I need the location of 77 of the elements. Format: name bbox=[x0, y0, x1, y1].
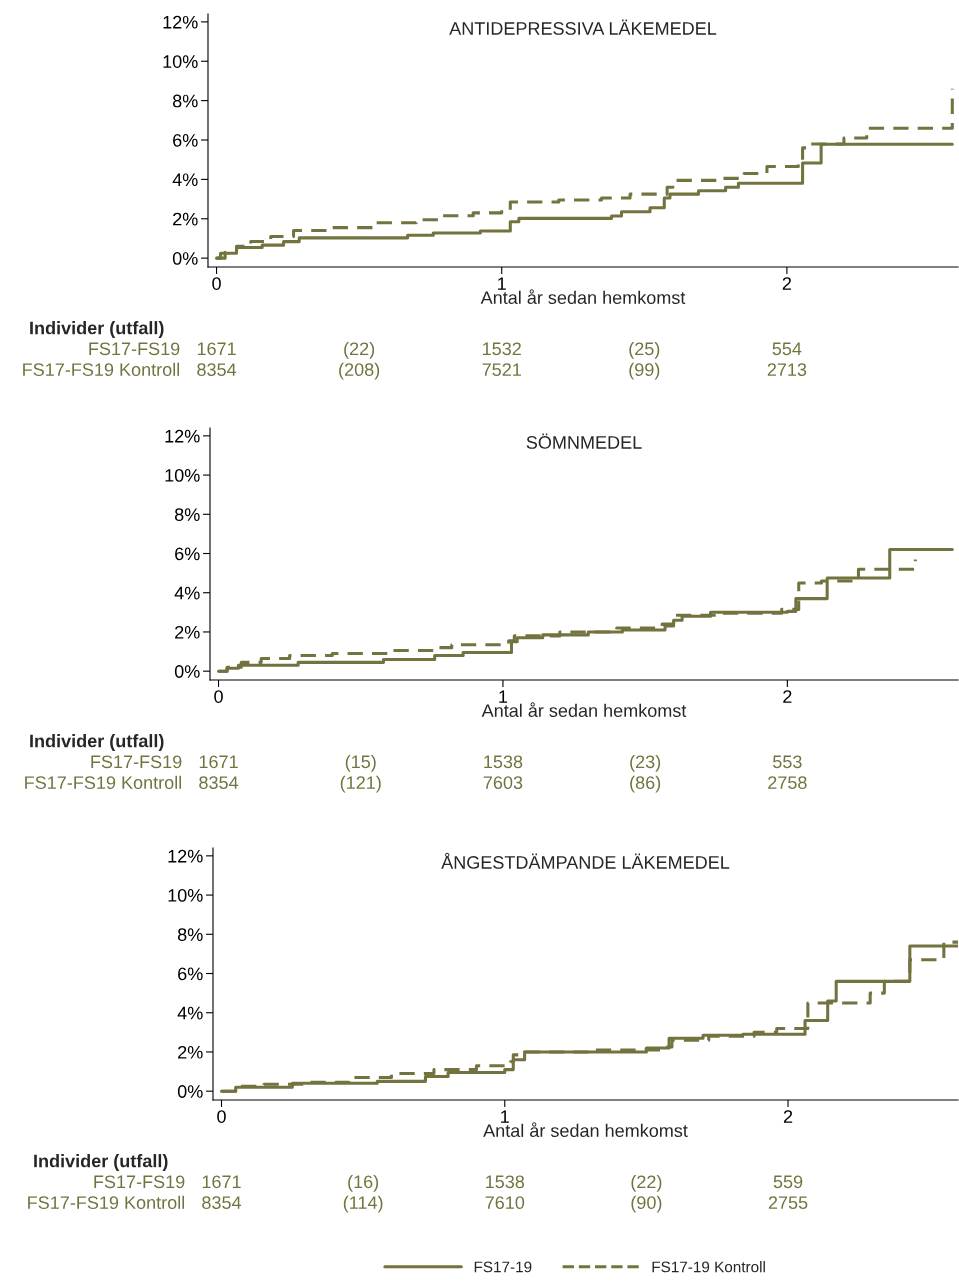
y-tick-label: 4% bbox=[172, 173, 198, 187]
text: (23) bbox=[630, 754, 661, 772]
text: 8354 bbox=[199, 776, 239, 790]
x-tick-label: 1 bbox=[499, 690, 508, 703]
y-tick-label: 8% bbox=[177, 928, 203, 942]
y-tick-label: 0% bbox=[177, 1085, 203, 1098]
text: 7610 bbox=[485, 1196, 525, 1210]
text: 7603 bbox=[483, 776, 523, 790]
text: FS17-FS19 bbox=[91, 755, 182, 769]
text: 1671 bbox=[197, 342, 236, 356]
text: 553 bbox=[773, 755, 802, 769]
y-tick-label: 8% bbox=[174, 508, 200, 522]
x-tick-label: 0 bbox=[217, 1110, 226, 1123]
x-axis-title: Antal år sedan hemkomst bbox=[483, 1122, 688, 1138]
x-tick-label: 0 bbox=[214, 690, 223, 703]
text: FS17-FS19 bbox=[94, 1175, 185, 1189]
text: FS17-FS19 Kontroll bbox=[28, 1195, 185, 1210]
text: 559 bbox=[773, 1175, 803, 1189]
y-tick-label: 10% bbox=[163, 55, 198, 68]
chart-title: ANTIDEPRESSIVA LÄKEMEDEL bbox=[449, 19, 717, 35]
text: 554 bbox=[772, 342, 802, 356]
y-tick-label: 2% bbox=[178, 1045, 203, 1059]
y-tick-label: 12% bbox=[165, 429, 200, 443]
text: (22) bbox=[631, 1174, 662, 1192]
text: FS17-FS19 bbox=[89, 342, 180, 356]
text: 1671 bbox=[202, 1175, 241, 1189]
text: 7521 bbox=[482, 363, 521, 377]
y-tick-label: 6% bbox=[175, 547, 200, 561]
text: Individer (utfall) bbox=[34, 1154, 168, 1171]
text: Individer (utfall) bbox=[30, 321, 164, 338]
y-tick-label: 10% bbox=[168, 889, 203, 902]
x-axis-title: Antal år sedan hemkomst bbox=[481, 702, 687, 718]
text: (99) bbox=[629, 362, 660, 380]
text: 1538 bbox=[486, 1175, 525, 1189]
text: (114) bbox=[343, 1195, 383, 1213]
text: 8354 bbox=[202, 1196, 242, 1210]
text: 2713 bbox=[767, 363, 807, 377]
x-tick-label: 1 bbox=[498, 277, 506, 290]
x-tick-label: 0 bbox=[212, 277, 221, 290]
y-tick-label: 0% bbox=[172, 252, 198, 265]
y-tick-label: 4% bbox=[177, 1006, 203, 1020]
text: FS17-FS19 Kontroll bbox=[25, 775, 182, 790]
text: (25) bbox=[629, 341, 660, 359]
chart-title: SÖMNMEDEL bbox=[526, 433, 642, 449]
text: (15) bbox=[345, 754, 376, 772]
text: (121) bbox=[340, 775, 381, 793]
text: 1538 bbox=[484, 755, 523, 769]
text: 2758 bbox=[768, 776, 807, 790]
legend-label: FS17-19 Kontroll bbox=[652, 1261, 765, 1273]
x-tick-label: 1 bbox=[501, 1110, 509, 1123]
y-tick-label: 12% bbox=[168, 849, 203, 863]
legend-label: FS17-19 bbox=[474, 1261, 532, 1273]
y-tick-label: 6% bbox=[173, 133, 198, 147]
y-tick-label: 6% bbox=[178, 967, 203, 981]
x-tick-label: 2 bbox=[782, 277, 792, 290]
y-tick-label: 2% bbox=[173, 212, 198, 226]
text: (16) bbox=[348, 1174, 379, 1192]
text: 1671 bbox=[199, 755, 238, 769]
text: (208) bbox=[339, 362, 380, 380]
text: (90) bbox=[631, 1195, 662, 1213]
text: 2755 bbox=[768, 1196, 808, 1210]
text: (86) bbox=[630, 775, 661, 793]
chart-title: ÅNGESTDÄMPANDE LÄKEMEDEL bbox=[441, 852, 730, 869]
y-tick-label: 8% bbox=[172, 94, 198, 108]
y-tick-label: 4% bbox=[174, 586, 200, 600]
text: Individer (utfall) bbox=[30, 734, 164, 751]
text: 1532 bbox=[483, 342, 521, 356]
x-tick-label: 2 bbox=[783, 690, 792, 703]
text: 8354 bbox=[197, 363, 237, 377]
text: FS17-FS19 Kontroll bbox=[23, 362, 180, 377]
x-tick-label: 2 bbox=[783, 1110, 793, 1123]
y-tick-label: 2% bbox=[175, 625, 200, 639]
x-axis-title: Antal år sedan hemkomst bbox=[480, 289, 686, 305]
text: (22) bbox=[344, 341, 375, 359]
y-tick-label: 12% bbox=[163, 15, 198, 29]
y-tick-label: 0% bbox=[174, 665, 200, 678]
y-tick-label: 10% bbox=[165, 469, 200, 482]
